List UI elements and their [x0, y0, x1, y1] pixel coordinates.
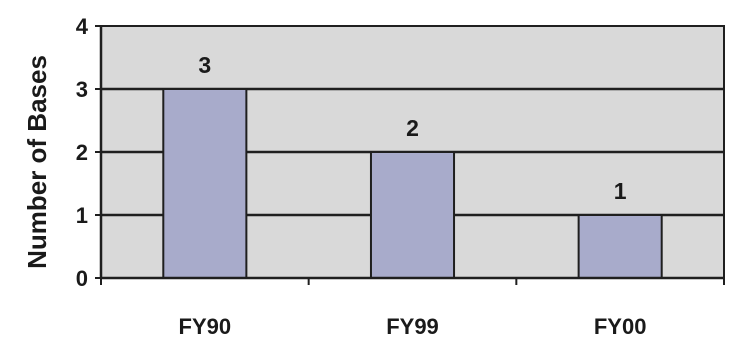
bars: [162, 88, 663, 279]
y-tick-label-1: 1: [76, 203, 88, 228]
data-label-fy00: 1: [614, 178, 627, 204]
y-tick-labels: 0 1 2 3 4: [76, 14, 89, 291]
x-tick-label-fy99: FY99: [386, 314, 439, 339]
y-tick-label-4: 4: [76, 14, 89, 39]
axes: [95, 25, 725, 285]
data-labels: 3 2 1: [198, 52, 626, 204]
x-tick-label-fy90: FY90: [179, 314, 232, 339]
bar-fy90: [162, 88, 248, 279]
y-tick-label-3: 3: [76, 77, 88, 102]
bar-fy99: [369, 151, 456, 279]
x-tick-label-fy00: FY00: [594, 314, 647, 339]
x-tick-labels: FY90 FY99 FY00: [179, 314, 647, 339]
data-label-fy99: 2: [406, 115, 419, 141]
y-tick-label-2: 2: [76, 140, 88, 165]
data-label-fy90: 3: [198, 52, 211, 78]
y-tick-label-0: 0: [76, 266, 88, 291]
y-axis-title: Number of Bases: [22, 55, 52, 269]
bar-fy00: [577, 214, 663, 279]
